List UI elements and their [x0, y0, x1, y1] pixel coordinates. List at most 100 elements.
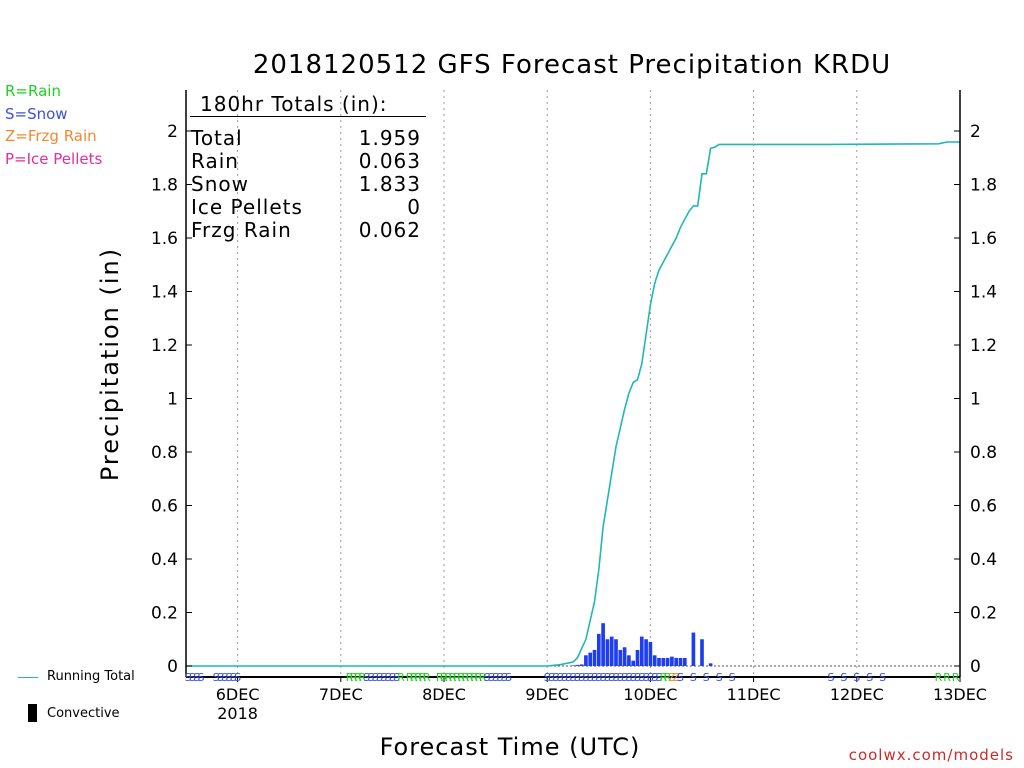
ptype-marker: S: [651, 671, 658, 684]
y-tick-label-right: 1.2: [970, 336, 997, 356]
x-tick-label: 9DEC: [525, 685, 569, 704]
ptype-marker: R: [453, 671, 461, 684]
ptype-marker: R: [952, 671, 960, 684]
ptype-marker: R: [457, 671, 465, 684]
convective-bar: [648, 641, 653, 666]
ptype-marker: S: [703, 671, 710, 684]
ptype-marker: S: [393, 671, 400, 684]
y-tick-label-left: 1.2: [151, 336, 178, 356]
totals-divider: [190, 116, 426, 117]
totals-row-label: Snow: [191, 172, 249, 196]
convective-bar: [682, 657, 687, 666]
credit-link[interactable]: coolwx.com/models: [848, 746, 1014, 764]
totals-row-label: Frzg Rain: [191, 218, 292, 242]
ptype-marker: S: [367, 671, 374, 684]
x-tick-label: 8DEC: [422, 685, 466, 704]
ptype-marker: S: [617, 671, 624, 684]
ptype-marker: R: [470, 671, 478, 684]
convective-bar: [575, 664, 580, 666]
convective-bar: [584, 655, 588, 666]
axes: 0 0 0.2 0.2 0.4 0.4 0.6 0.6 0.8 0.8 1 1 1.2 1.2 1.4 1.4…: [151, 90, 997, 723]
ptype-marker: R: [410, 671, 418, 684]
convective-bar: [657, 657, 661, 666]
y-tick-label-left: 1: [167, 390, 178, 410]
ptype-marker: S: [488, 671, 495, 684]
totals-row-label: Rain: [191, 149, 239, 173]
convective-bar: [592, 649, 597, 666]
convective-bar: [639, 636, 644, 666]
ptype-marker: S: [389, 671, 396, 684]
ptype-marker: S: [840, 671, 847, 684]
legend-rain-label: R=Rain: [5, 82, 61, 100]
ptype-marker: S: [853, 671, 860, 684]
ptype-marker: S: [221, 671, 228, 684]
convective-bar: [635, 649, 640, 666]
ptype-marker: R: [943, 671, 951, 684]
y-tick-label-right: 1.4: [970, 283, 997, 303]
y-tick-label-left: 2: [167, 122, 178, 142]
ptype-marker: S: [828, 671, 835, 684]
y-tick-label-right: 1.6: [970, 229, 997, 249]
x-tick-label: 11DEC: [727, 685, 781, 704]
y-tick-label-left: 1.4: [151, 283, 178, 303]
ptype-marker: S: [561, 671, 568, 684]
ptype-marker: S: [578, 671, 585, 684]
ptype-marker: R: [423, 671, 431, 684]
ptype-marker: R: [419, 671, 427, 684]
ptype-marker: S: [505, 671, 512, 684]
totals-row-rain: Rain 0.063: [191, 149, 421, 173]
ptype-marker: S: [234, 671, 241, 684]
ptype-marker: S: [372, 671, 379, 684]
ptype-marker: S: [189, 671, 196, 684]
ptype-marker: R: [475, 671, 483, 684]
convective-bar: [579, 664, 584, 666]
ptype-marker: S: [716, 671, 723, 684]
ptype-marker: S: [363, 671, 370, 684]
totals-row-label: Total: [191, 126, 243, 150]
convective-bar: [618, 649, 623, 666]
y-tick-label-right: 1: [970, 390, 981, 410]
y-tick-label-left: 0.8: [151, 443, 178, 463]
ptype-marker: S: [613, 671, 620, 684]
ptype-marker: R: [659, 671, 667, 684]
y-tick-label-right: 0: [970, 657, 981, 677]
totals-row-value: 0.062: [358, 218, 421, 242]
ptype-marker: S: [492, 671, 499, 684]
ptype-marker: S: [677, 671, 684, 684]
totals-row-ice-pellets: Ice Pellets 0: [191, 195, 421, 219]
ptype-marker: S: [230, 671, 237, 684]
convective-bar: [665, 657, 670, 666]
convective-bar: [644, 639, 648, 666]
totals-row-frzg-rain: Frzg Rain 0.062: [191, 218, 421, 242]
ptype-marker: R: [346, 671, 354, 684]
ptype-marker: S: [608, 671, 615, 684]
convective-bar: [700, 639, 704, 666]
ptype-marker: S: [582, 671, 589, 684]
ptype-marker: S: [866, 671, 873, 684]
ptype-marker: S: [376, 671, 383, 684]
legend-ice-pellets-label: P=Ice Pellets: [5, 150, 103, 168]
convective-bar: [601, 623, 605, 666]
ptype-marker: S: [570, 671, 577, 684]
ptype-marker: R: [350, 671, 358, 684]
ptype-marker: S: [213, 671, 220, 684]
y-tick-label-left: 0: [167, 657, 178, 677]
ptype-marker: S: [621, 671, 628, 684]
x-tick-sublabel: 2018: [217, 704, 258, 723]
x-tick-label: 13DEC: [933, 685, 987, 704]
ptype-marker: R: [664, 671, 672, 684]
ptype-marker: S: [634, 671, 641, 684]
legend-frzg-rain-label: Z=Frzg Rain: [5, 127, 97, 145]
x-tick-label: 6DEC: [216, 685, 260, 704]
legend-rain: R=Rain: [5, 82, 61, 100]
totals-heading: 180hr Totals (in):: [200, 92, 388, 116]
ptype-marker: S: [656, 671, 663, 684]
running-total-key-line: [18, 677, 38, 678]
ptype-marker: S: [565, 671, 572, 684]
x-tick-label: 10DEC: [623, 685, 677, 704]
totals-row-value: 1.833: [358, 172, 421, 196]
ptype-marker: S: [544, 671, 551, 684]
ptype-marker: S: [548, 671, 555, 684]
y-tick-label-right: 2: [970, 122, 981, 142]
